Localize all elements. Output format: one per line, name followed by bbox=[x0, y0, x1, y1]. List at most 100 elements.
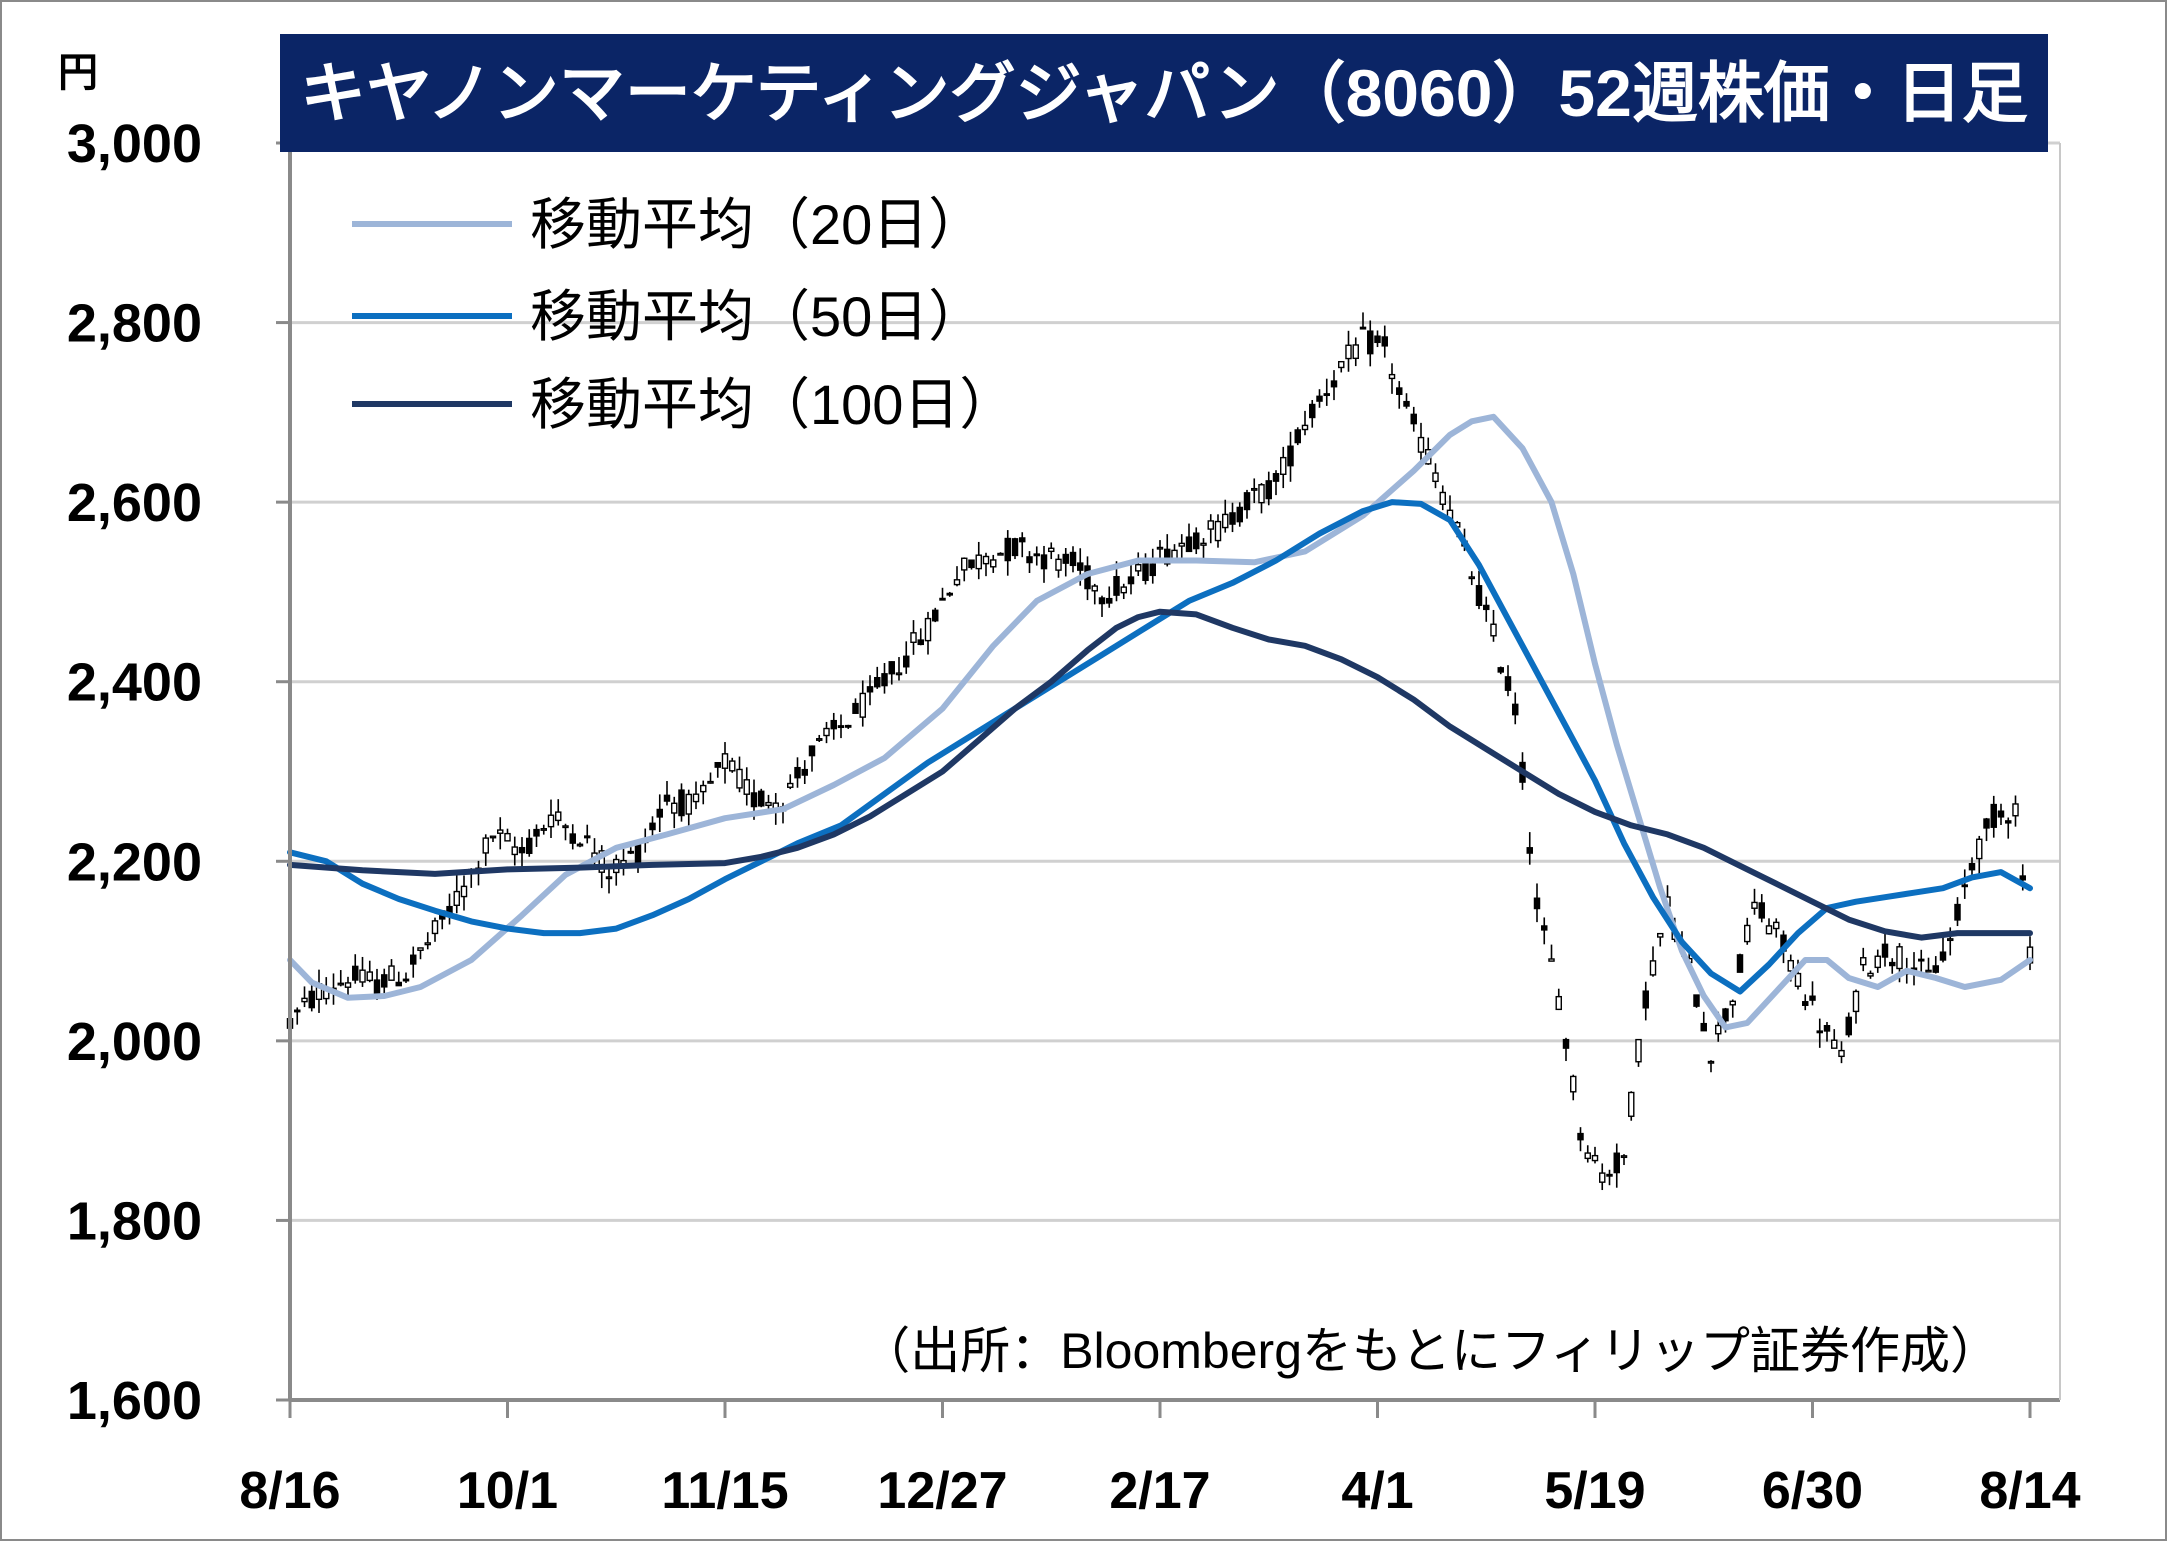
candle-body bbox=[308, 990, 315, 1009]
candle-body bbox=[990, 559, 997, 568]
candle-body bbox=[1265, 480, 1272, 500]
candle-body bbox=[1207, 520, 1214, 530]
candle-body bbox=[953, 579, 961, 586]
candle-body bbox=[1860, 957, 1867, 966]
candle-body bbox=[1628, 1091, 1635, 1117]
candle-body bbox=[1403, 400, 1410, 407]
candle-body bbox=[555, 811, 562, 822]
candle-body bbox=[526, 837, 533, 854]
x-tick-label: 6/30 bbox=[1762, 1462, 1863, 1520]
candle-body bbox=[584, 835, 591, 839]
candle-body bbox=[576, 843, 584, 847]
candle-body bbox=[1396, 387, 1403, 395]
candle-body bbox=[1164, 548, 1171, 565]
candle-body bbox=[1736, 954, 1744, 973]
candle-body bbox=[417, 947, 424, 951]
candle-body bbox=[1330, 380, 1338, 388]
candle-body bbox=[1106, 597, 1113, 604]
candle-body bbox=[1526, 847, 1533, 854]
candle-body bbox=[1874, 955, 1881, 969]
candle-body bbox=[982, 555, 990, 565]
candle-body bbox=[1852, 990, 1860, 1013]
candle-body bbox=[743, 779, 750, 795]
candle-body bbox=[1541, 925, 1548, 931]
candle-body bbox=[634, 844, 642, 866]
candle-body bbox=[816, 738, 823, 741]
candle-body bbox=[917, 639, 924, 646]
candle-body bbox=[1258, 484, 1265, 504]
candle-body bbox=[1881, 943, 1889, 958]
candle-body bbox=[2019, 875, 2026, 881]
candle-body bbox=[1475, 585, 1483, 606]
candle-body bbox=[1388, 373, 1396, 380]
candle-body bbox=[707, 780, 714, 784]
candle-body bbox=[765, 801, 772, 807]
candle-body bbox=[1584, 1152, 1591, 1160]
candle-body bbox=[1867, 972, 1874, 977]
candle-body bbox=[1156, 546, 1164, 550]
candle-body bbox=[344, 982, 352, 988]
legend: 移動平均（20日） 移動平均（50日） 移動平均（100日） bbox=[352, 193, 1015, 436]
candle-body bbox=[1635, 1038, 1642, 1063]
candle-body bbox=[939, 597, 946, 601]
candle-body bbox=[1323, 393, 1330, 397]
candle-body bbox=[547, 814, 555, 828]
ma-line-3 bbox=[287, 608, 2033, 941]
y-tick-label: 1,800 bbox=[67, 1191, 202, 1251]
candle-body bbox=[1722, 1008, 1729, 1022]
candle-body bbox=[1606, 1173, 1613, 1177]
candle-body bbox=[1758, 902, 1765, 919]
candle-body bbox=[946, 592, 953, 596]
candle-body bbox=[1497, 667, 1504, 673]
candle-body bbox=[968, 559, 975, 569]
candle-body bbox=[1359, 326, 1367, 330]
candle-body bbox=[1098, 597, 1106, 605]
candle-body bbox=[1280, 456, 1287, 475]
candle-body bbox=[1976, 838, 1983, 860]
x-tick-label: 12/27 bbox=[877, 1462, 1007, 1520]
candle-body bbox=[1055, 558, 1062, 571]
title-banner bbox=[280, 34, 2048, 152]
candle-body bbox=[859, 692, 866, 718]
candle-body bbox=[1222, 513, 1229, 529]
candle-body bbox=[1301, 424, 1309, 431]
candle-body bbox=[381, 974, 388, 988]
candle-body bbox=[888, 661, 895, 675]
candle-body bbox=[1896, 946, 1903, 970]
candle-body bbox=[721, 753, 729, 769]
candle-body bbox=[1243, 492, 1251, 511]
candle-body bbox=[373, 979, 381, 995]
candle-body bbox=[1120, 586, 1127, 594]
candle-body bbox=[1642, 990, 1649, 1009]
candle-body bbox=[1715, 1024, 1722, 1035]
candle-body bbox=[489, 835, 497, 839]
candle-body bbox=[1773, 921, 1780, 930]
candle-body bbox=[1214, 520, 1222, 542]
candle-body bbox=[671, 802, 678, 814]
ma-line-1 bbox=[287, 413, 2033, 1031]
candle-body bbox=[1251, 487, 1258, 491]
y-tick-label: 2,000 bbox=[67, 1012, 202, 1072]
candle-body bbox=[649, 822, 656, 831]
y-tick-label: 2,600 bbox=[67, 473, 202, 533]
candle-body bbox=[562, 825, 569, 829]
y-tick-label: 2,800 bbox=[67, 294, 202, 354]
x-axis-ticks: 8/16 10/1 11/15 12/27 2/17 4/1 5/19 6/30 8/14 bbox=[239, 1400, 2081, 1520]
candle-body bbox=[714, 761, 721, 768]
candle-body bbox=[750, 792, 758, 808]
candle-body bbox=[359, 969, 366, 983]
x-tick-label: 11/15 bbox=[661, 1462, 788, 1520]
candle-body bbox=[845, 724, 852, 728]
candle-body bbox=[1707, 1060, 1715, 1064]
candle-body bbox=[1410, 413, 1417, 425]
candle-body bbox=[511, 846, 518, 856]
candle-body bbox=[895, 672, 903, 676]
candle-body bbox=[1236, 506, 1243, 523]
candle-body bbox=[1744, 924, 1751, 943]
ma-line-2 bbox=[287, 499, 2033, 995]
candle-body bbox=[1599, 1172, 1606, 1183]
candle-body bbox=[1113, 576, 1120, 596]
candle-body bbox=[431, 920, 439, 935]
candle-body bbox=[1019, 537, 1026, 543]
